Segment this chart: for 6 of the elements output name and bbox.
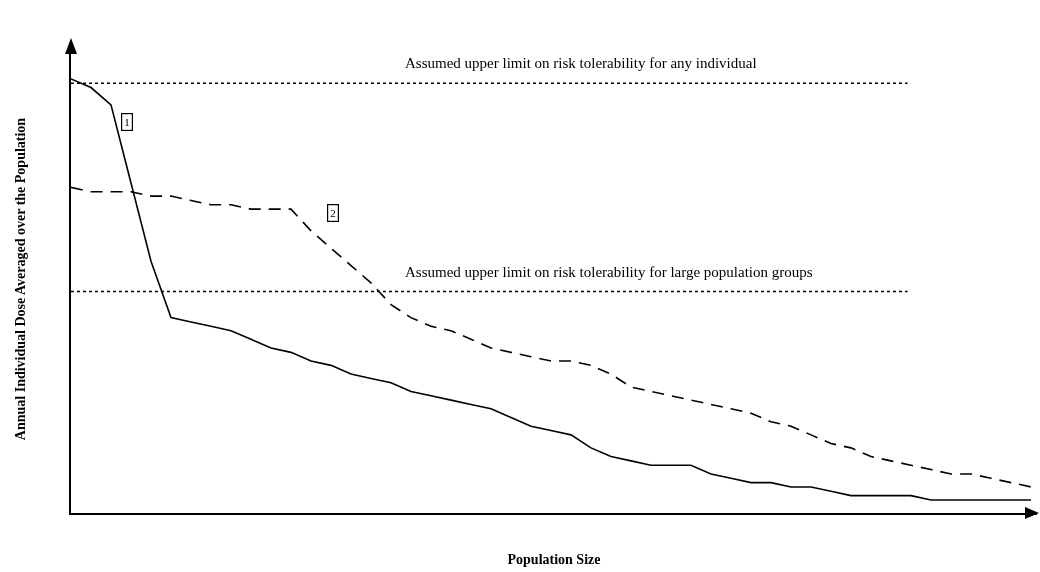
ref-line-label: Assumed upper limit on risk tolerability for large population groups (405, 264, 813, 280)
y-axis-title: Annual Individual Dose Averaged over the Population (13, 117, 29, 441)
ref-line-label: Assumed upper limit on risk tolerability for any individual (405, 55, 757, 71)
series-label: 2 (330, 207, 336, 220)
x-axis-title: Population Size (507, 552, 601, 568)
series-label: 1 (124, 116, 130, 129)
